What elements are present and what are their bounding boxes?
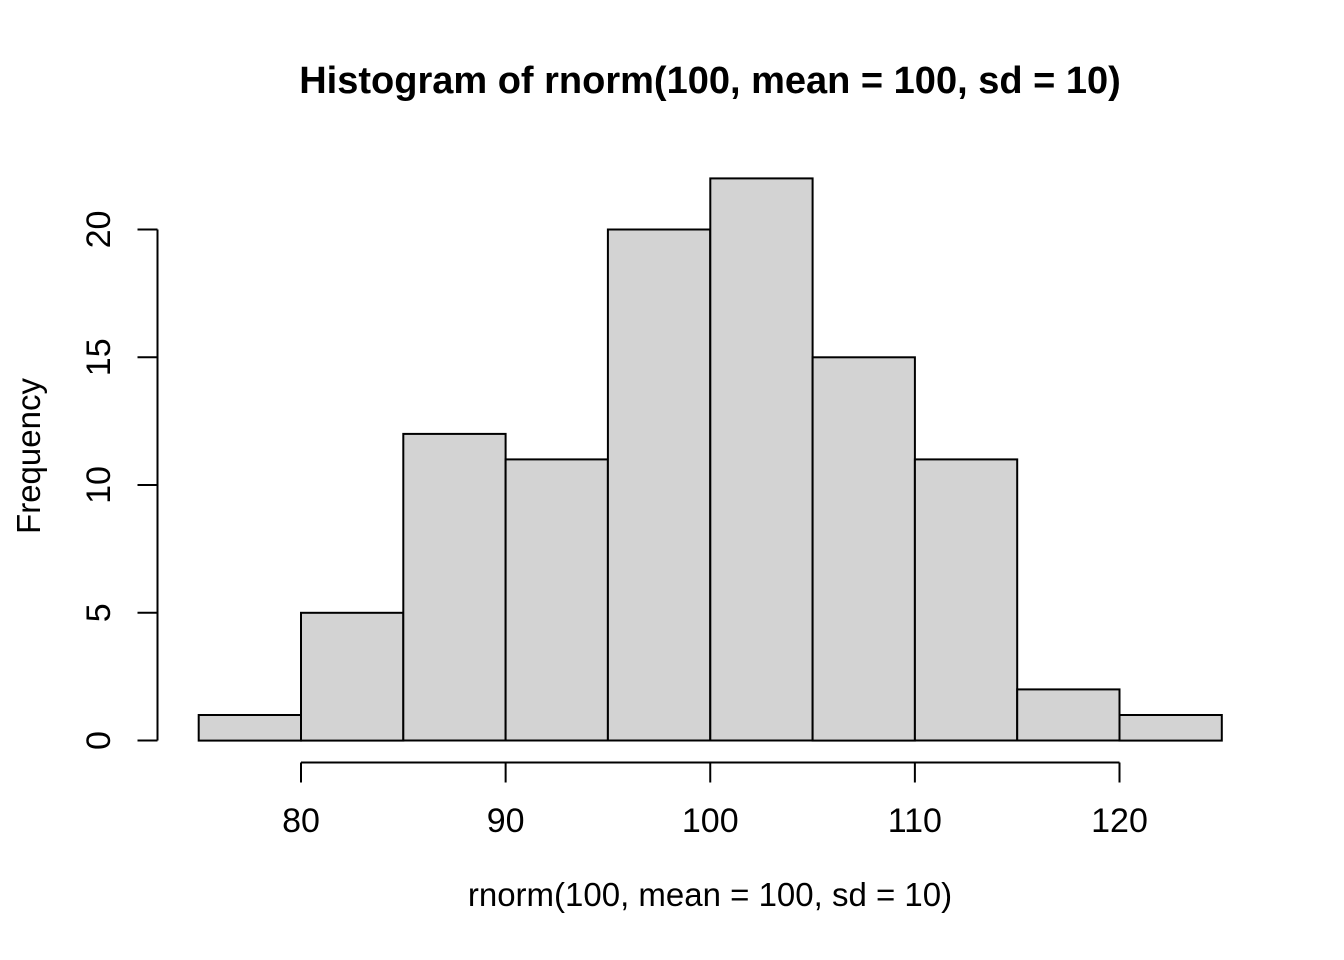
x-axis-label: rnorm(100, mean = 100, sd = 10) — [468, 876, 952, 913]
y-tick-label: 10 — [80, 466, 118, 504]
bars-group — [197, 177, 1223, 742]
histogram-bar — [504, 458, 609, 742]
y-tick-label: 15 — [80, 338, 118, 376]
histogram-bar — [197, 714, 302, 742]
histogram-bar — [606, 228, 712, 742]
x-tick-label: 120 — [1091, 802, 1148, 840]
histogram-bar — [300, 611, 405, 742]
x-tick-label: 110 — [888, 802, 942, 840]
y-tick-label: 5 — [80, 603, 118, 622]
y-tick-label: 0 — [80, 731, 118, 750]
x-tick-label: 90 — [487, 802, 525, 840]
y-axis: 0 5 10 15 20 — [80, 211, 159, 750]
histogram-bar — [709, 177, 814, 742]
y-axis-label: Frequency — [10, 378, 47, 534]
histogram-bar — [1118, 714, 1223, 742]
y-tick-label: 20 — [80, 211, 118, 249]
x-tick-label: 80 — [282, 802, 320, 840]
x-tick-label: 100 — [682, 802, 739, 840]
x-axis: 80 90 100 110 120 — [282, 761, 1148, 840]
histogram-bar — [913, 458, 1019, 742]
chart-title: Histogram of rnorm(100, mean = 100, sd =… — [299, 60, 1121, 102]
histogram-bar — [1016, 688, 1121, 742]
histogram-bar — [402, 432, 507, 742]
histogram-bar — [811, 356, 916, 742]
